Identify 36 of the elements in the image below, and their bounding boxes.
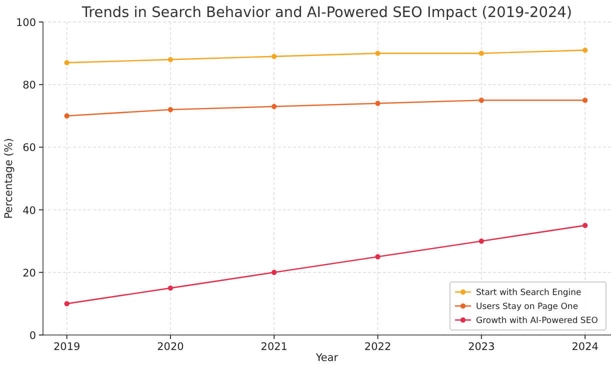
point [168,107,174,112]
y-tick-label: 100 [16,17,36,29]
point [375,100,380,106]
point [375,50,380,56]
chart-title: Trends in Search Behavior and AI-Powered SEO Impact (2019-2024) [80,5,572,21]
y-tick-label: 80 [22,80,36,92]
point [272,270,277,275]
y-axis-title: Percentage (%) [3,138,15,219]
x-tick-label: 2021 [260,341,288,353]
y-tick-label: 40 [22,204,36,217]
point [64,113,70,118]
y-tick-label: 60 [22,142,36,154]
legend-label: Start with Search Engine [476,288,582,298]
x-tick-label: 2020 [157,341,184,353]
x-axis-title: Year [314,352,339,364]
point [478,238,484,244]
point [582,48,588,53]
point [478,50,484,56]
point [478,98,484,103]
x-tick-label: 2024 [572,341,599,353]
x-tick-label: 2019 [53,341,80,353]
legend-label: Users Stay on Page One [476,302,578,312]
point [375,254,380,260]
y-tick-label: 20 [22,267,36,280]
y-tick-label: 0 [29,330,36,342]
point [168,56,174,62]
point [582,98,588,103]
point [168,285,174,291]
point [64,301,70,306]
legend-label: Growth with AI-Powered SEO [476,316,598,326]
point [272,104,277,110]
point [272,54,277,60]
point [64,60,70,66]
point [582,222,588,228]
x-tick-label: 2022 [364,341,392,353]
x-tick-label: 2023 [468,341,495,353]
